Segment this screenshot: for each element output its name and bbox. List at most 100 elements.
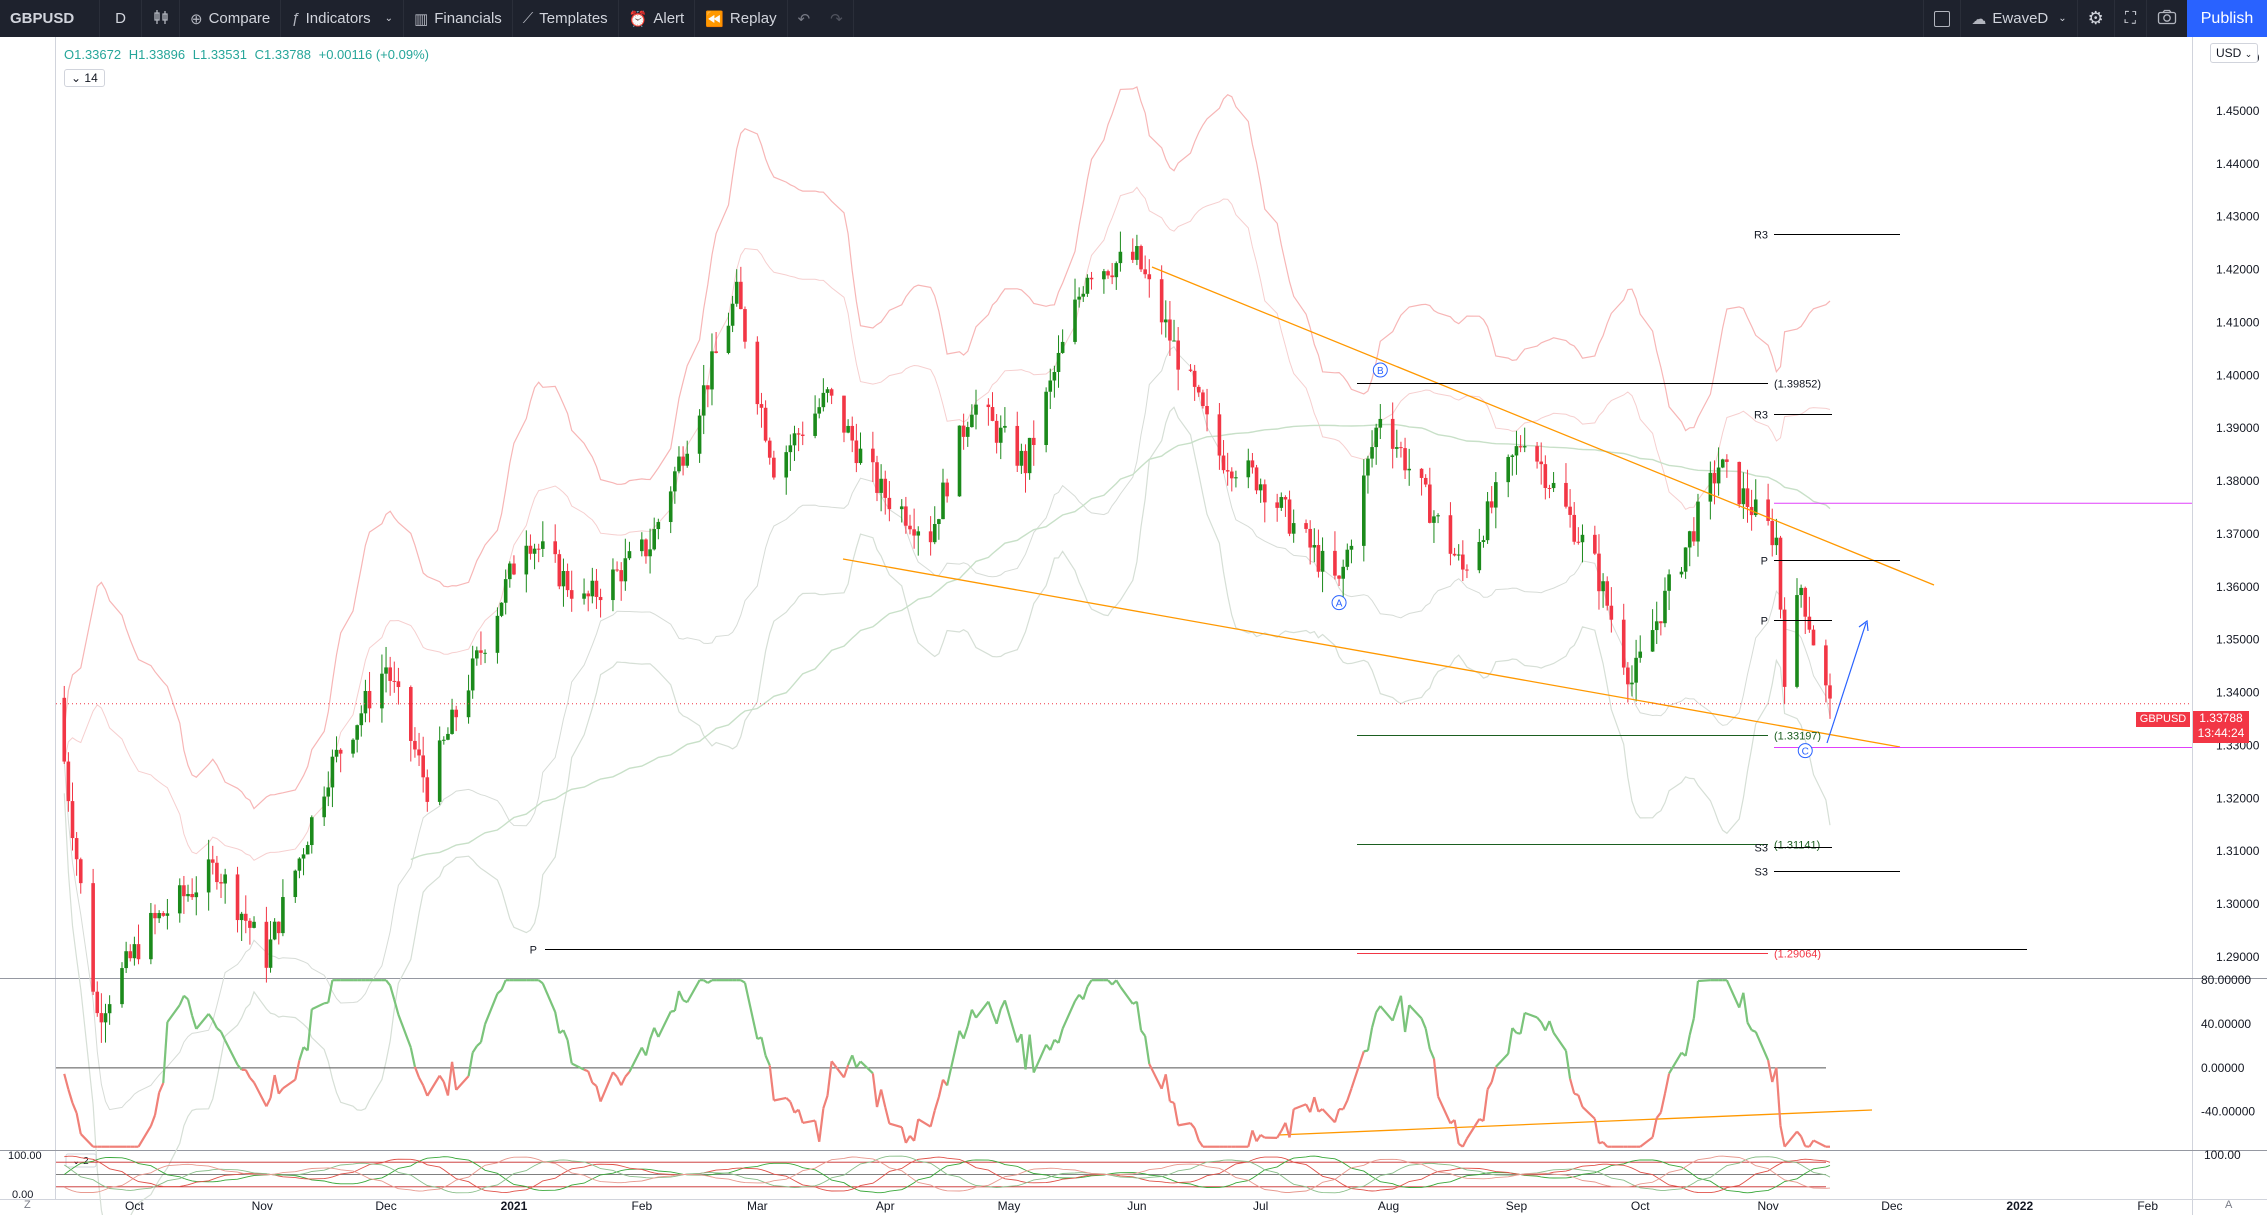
- candle-body: [293, 871, 297, 897]
- candle-body: [384, 667, 388, 673]
- time-tick-label: May: [998, 1199, 1021, 1213]
- indicators-collapse-button[interactable]: ⌄ 14: [64, 69, 105, 87]
- time-tick-label: Feb: [631, 1199, 652, 1213]
- candle-body: [652, 529, 656, 549]
- camera-icon: [2157, 9, 2177, 29]
- candle-body: [1391, 419, 1395, 449]
- candle-body: [475, 650, 479, 658]
- candle-body: [1288, 499, 1292, 533]
- candle-body: [875, 462, 879, 493]
- candle-body: [1234, 477, 1238, 478]
- candle-body: [883, 479, 887, 498]
- stoch-tick-label: 100.00: [8, 1150, 42, 1162]
- high-value: H1.33896: [129, 47, 185, 62]
- cloud-icon: ☁: [1971, 10, 1986, 28]
- candle-body: [768, 441, 772, 458]
- candle-body: [1350, 546, 1354, 550]
- candle-body: [157, 913, 161, 918]
- candle-body: [1449, 515, 1453, 554]
- candle-body: [359, 713, 363, 725]
- candle-body: [640, 539, 644, 551]
- candle-body: [1304, 523, 1308, 529]
- replay-label: Replay: [730, 10, 777, 27]
- candle-body: [772, 458, 776, 478]
- price-tick-label: 1.34000: [2216, 686, 2260, 700]
- alert-button[interactable]: ⏰Alert: [619, 0, 696, 37]
- candle-body: [95, 992, 99, 1013]
- financials-button[interactable]: ▥Financials: [404, 0, 513, 37]
- price-tick-label: 1.41000: [2216, 315, 2260, 329]
- candle-body: [879, 479, 883, 493]
- candle-body: [1721, 459, 1725, 467]
- candle-body: [541, 541, 545, 549]
- chart-canvas[interactable]: (1.39852)(1.33197)(1.31141)(1.29064)R3R3…: [0, 37, 2267, 1215]
- candle-body: [677, 457, 681, 472]
- snapshot-button[interactable]: [2146, 0, 2187, 37]
- oscillator-segment: [671, 1011, 675, 1012]
- candle-body: [793, 433, 797, 445]
- layout-name-button[interactable]: ☁EwaveD⌄: [1960, 0, 2076, 37]
- time-tick-label: Dec: [375, 1199, 396, 1213]
- candle-body: [698, 416, 702, 454]
- candle-body: [912, 529, 916, 535]
- compare-label: Compare: [209, 10, 271, 27]
- oscillator-segment: [584, 1070, 588, 1072]
- candle-body: [789, 445, 793, 452]
- templates-button[interactable]: ⟋Templates: [513, 0, 619, 37]
- candle-body: [999, 428, 1003, 443]
- candle-body: [731, 304, 735, 326]
- last-price: 1.33788: [2193, 711, 2249, 726]
- redo-button[interactable]: ↷: [820, 0, 854, 37]
- publish-label: Publish: [2201, 10, 2253, 28]
- candle-body: [417, 749, 421, 755]
- candle-body: [1201, 392, 1205, 406]
- candle-body: [219, 882, 223, 883]
- candle-body: [442, 740, 446, 741]
- candle-body: [987, 405, 991, 407]
- undo-button[interactable]: ↶: [788, 0, 821, 37]
- candle-body: [1222, 456, 1226, 471]
- price-tick-label: 1.35000: [2216, 633, 2260, 647]
- candle-body: [496, 616, 500, 653]
- replay-button[interactable]: ⏪ Replay: [695, 0, 787, 37]
- candle-body: [1692, 531, 1696, 541]
- candle-body: [1346, 550, 1350, 567]
- fullscreen-button[interactable]: ⛶: [2114, 0, 2146, 37]
- compare-button[interactable]: ⊕Compare: [180, 0, 281, 37]
- candle-body: [322, 797, 326, 818]
- candle-body: [1246, 460, 1250, 477]
- candle-body: [178, 885, 182, 913]
- candle-body: [1366, 459, 1370, 476]
- candle-body: [326, 787, 330, 796]
- symbol-price-badge: GBPUSD: [2136, 712, 2190, 727]
- currency-button[interactable]: USD ⌄: [2210, 43, 2258, 63]
- candle-body: [1147, 274, 1151, 279]
- interval-button[interactable]: D: [100, 0, 142, 37]
- candle-body: [1799, 588, 1803, 595]
- candles-icon: [152, 8, 170, 30]
- layout-button[interactable]: [1923, 0, 1960, 37]
- symbol-search[interactable]: GBPUSD: [0, 0, 100, 37]
- candle-body: [1395, 447, 1399, 449]
- candle-body: [871, 449, 875, 463]
- chart-background: [0, 37, 2267, 1215]
- chart-style-button[interactable]: [142, 0, 180, 37]
- publish-button[interactable]: Publish: [2187, 0, 2267, 37]
- candle-body: [1131, 252, 1135, 260]
- candle-body: [368, 691, 372, 708]
- level-label: P: [1761, 616, 1768, 628]
- rewind-icon: ⏪: [705, 10, 724, 28]
- candle-body: [529, 546, 533, 554]
- candle-body: [991, 407, 995, 421]
- price-tick-label: 1.30000: [2216, 897, 2260, 911]
- oscillator-segment: [324, 1003, 328, 1004]
- alarm-clock-icon: ⏰: [629, 10, 648, 28]
- candle-body: [1028, 438, 1032, 473]
- candle-body: [1519, 446, 1523, 447]
- wave-label: B: [1377, 366, 1384, 377]
- settings-button[interactable]: ⚙: [2077, 0, 2114, 37]
- level-label: R3: [1754, 230, 1768, 242]
- candle-body: [446, 734, 450, 740]
